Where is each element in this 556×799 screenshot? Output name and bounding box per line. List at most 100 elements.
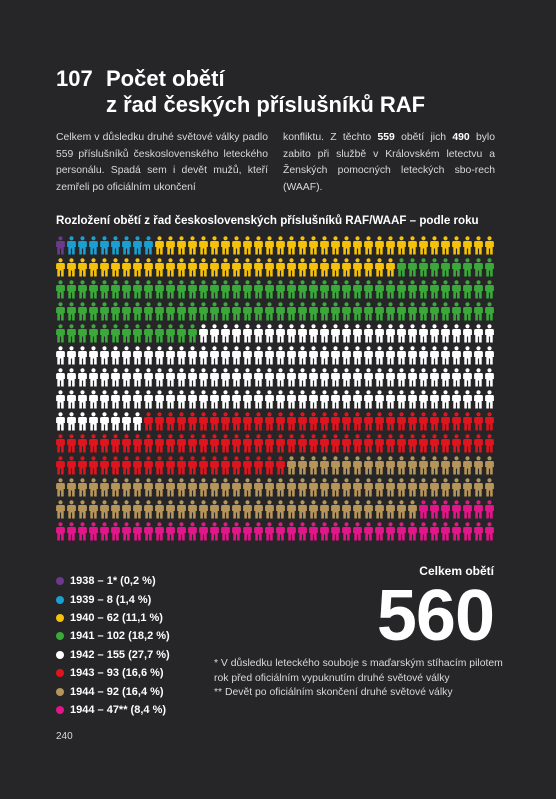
person-figure-1943 (122, 456, 131, 475)
person-figure-1943 (441, 434, 450, 453)
person-figure-1942 (474, 346, 483, 365)
legend-item-1941: 1941 – 102 (18,2 %) (56, 627, 170, 645)
person-figure-1941 (397, 258, 406, 277)
person-figure-1942 (375, 346, 384, 365)
person-figure-1941 (133, 280, 142, 299)
person-figure-1944 (298, 500, 307, 519)
person-figure-1942 (397, 390, 406, 409)
person-figure-1944 (144, 478, 153, 497)
person-figure-1943 (375, 434, 384, 453)
person-figure-1942 (375, 390, 384, 409)
person-figure-1943 (111, 456, 120, 475)
person-figure-1942 (67, 346, 76, 365)
person-figure-1941 (188, 280, 197, 299)
person-figure-1944 (342, 522, 351, 541)
person-figure-1944 (100, 478, 109, 497)
person-figure-1942 (232, 346, 241, 365)
person-figure-1941 (408, 280, 417, 299)
person-figure-1941 (430, 302, 439, 321)
person-figure-1942 (67, 412, 76, 431)
person-figure-1942 (254, 324, 263, 343)
person-figure-1941 (144, 302, 153, 321)
person-figure-1942 (474, 324, 483, 343)
person-figure-1942 (56, 368, 65, 387)
person-figure-1943 (452, 434, 461, 453)
person-figure-1943 (133, 456, 142, 475)
person-figure-1942 (430, 390, 439, 409)
person-figure-1941 (309, 302, 318, 321)
person-figure-1942 (276, 390, 285, 409)
person-figure-1941 (364, 280, 373, 299)
person-figure-1942 (166, 368, 175, 387)
person-figure-1944 (309, 478, 318, 497)
person-figure-1944 (353, 522, 362, 541)
person-figure-1940 (353, 258, 362, 277)
person-figure-1940 (166, 236, 175, 255)
person-figure-1940 (243, 236, 252, 255)
person-figure-1942 (188, 390, 197, 409)
legend-item-1944: 1944 – 47** (8,4 %) (56, 701, 170, 719)
person-figure-1941 (56, 302, 65, 321)
person-figure-1943 (320, 434, 329, 453)
person-figure-1940 (386, 258, 395, 277)
person-figure-1942 (111, 346, 120, 365)
person-figure-1944 (221, 522, 230, 541)
person-figure-1944 (298, 478, 307, 497)
person-figure-1942 (419, 346, 428, 365)
person-figure-1943 (452, 412, 461, 431)
person-figure-1943 (463, 434, 472, 453)
legend-item-1939: 1939 – 8 (1,4 %) (56, 590, 170, 608)
person-figure-1944 (430, 478, 439, 497)
person-figure-1942 (485, 324, 494, 343)
person-figure-1943 (221, 456, 230, 475)
legend-color-dot (56, 650, 64, 659)
person-figure-1941 (100, 324, 109, 343)
person-figure-1942 (463, 346, 472, 365)
person-figure-1943 (364, 434, 373, 453)
person-figure-1941 (122, 324, 131, 343)
person-figure-1942 (199, 324, 208, 343)
person-figure-1942 (298, 368, 307, 387)
person-figure-1942 (232, 368, 241, 387)
person-figure-1942 (430, 324, 439, 343)
person-figure-1942 (375, 324, 384, 343)
person-figure-1942 (353, 368, 362, 387)
person-figure-1939 (89, 236, 98, 255)
person-figure-1944 (452, 456, 461, 475)
person-figure-1943 (463, 412, 472, 431)
person-figure-1943 (276, 434, 285, 453)
person-figure-1941 (452, 302, 461, 321)
person-figure-1942 (419, 390, 428, 409)
person-figure-1940 (232, 236, 241, 255)
person-figure-1942 (89, 368, 98, 387)
person-figure-1942 (111, 368, 120, 387)
person-figure-1942 (331, 368, 340, 387)
legend-label: 1944 – 92 (16,4 %) (70, 685, 164, 698)
person-figure-1944 (463, 456, 472, 475)
person-figure-1944 (67, 500, 76, 519)
person-figure-1941 (199, 280, 208, 299)
intro-count-total: 559 (377, 132, 395, 143)
person-figure-1941 (298, 280, 307, 299)
person-figure-1942 (397, 346, 406, 365)
person-figure-1944 (386, 478, 395, 497)
page-number: 240 (56, 731, 73, 742)
person-figure-1942 (452, 390, 461, 409)
person-figure-1941 (342, 302, 351, 321)
person-figure-1943 (144, 412, 153, 431)
person-figure-1942 (342, 324, 351, 343)
person-figure-1944 (188, 522, 197, 541)
person-figure-1942 (221, 346, 230, 365)
title-text: Počet obětí z řad českých příslušníků RA… (106, 66, 425, 118)
person-figure-1944 (474, 456, 483, 475)
person-figure-1942 (386, 324, 395, 343)
legend-color-dot (56, 705, 64, 714)
person-figure-1942 (441, 346, 450, 365)
legend-label: 1943 – 93 (16,6 %) (70, 667, 164, 680)
person-figure-1944 (100, 500, 109, 519)
person-figure-1940 (111, 258, 120, 277)
person-figure-1942 (78, 412, 87, 431)
legend-label: 1944 – 47** (8,4 %) (70, 703, 167, 716)
person-figure-1941 (166, 280, 175, 299)
person-figure-1942 (320, 390, 329, 409)
